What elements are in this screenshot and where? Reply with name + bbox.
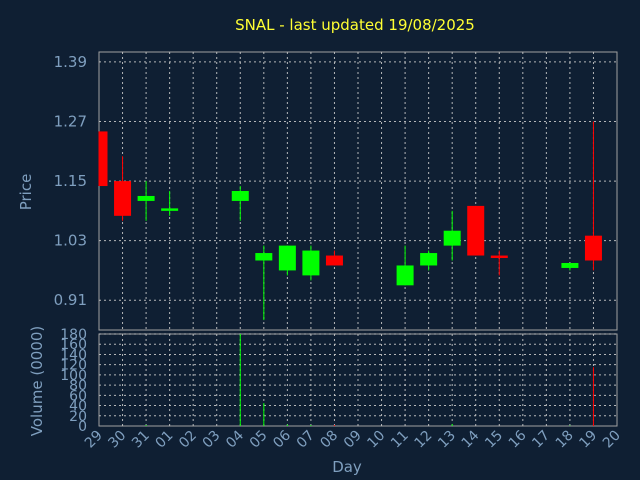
price-tick-label: 1.03 — [54, 232, 87, 250]
candle-body — [420, 253, 438, 266]
candle-body — [325, 255, 343, 266]
price-grid — [99, 61, 617, 301]
volume-tick-label: 160 — [60, 337, 87, 353]
x-tick-label: 01 — [153, 428, 177, 452]
x-tick-label: 07 — [294, 428, 318, 452]
chart-title: SNAL - last updated 19/08/2025 — [235, 16, 475, 34]
volume-tick-label: 180 — [60, 327, 87, 343]
x-tick-label: 06 — [270, 427, 294, 451]
price-tick-label: 1.27 — [54, 113, 87, 131]
candle-body — [161, 208, 179, 211]
x-tick-label: 16 — [506, 427, 530, 451]
volume-tick-label: 0 — [78, 419, 87, 435]
candles-layer — [98, 121, 602, 321]
x-tick-label: 19 — [576, 428, 600, 452]
candle-body — [114, 181, 132, 216]
x-tick-label: 17 — [529, 428, 553, 452]
x-tick-label: 31 — [129, 428, 153, 452]
price-tick-labels: 1.39 1.27 1.15 1.03 0.91 — [54, 53, 87, 309]
price-tick-label: 0.91 — [54, 291, 87, 309]
candle-body — [255, 253, 273, 261]
candle-body — [584, 235, 602, 261]
x-tick-labels: 29 30 31 01 02 03 04 05 06 07 08 09 10 11 12 13 14 15 16 17… — [82, 427, 624, 451]
volume-tick-label: 20 — [69, 409, 87, 425]
x-tick-label: 11 — [388, 428, 412, 452]
x-tick-label: 14 — [459, 427, 483, 451]
x-axis-label: Day — [332, 458, 362, 476]
price-axis-label: Price — [17, 174, 35, 211]
candle-body — [490, 255, 508, 259]
x-tick-label: 08 — [317, 428, 341, 452]
candle-body — [467, 205, 485, 256]
x-tick-label: 04 — [223, 427, 247, 451]
volume-axis-label: Volume (0000) — [28, 326, 46, 436]
candle-body — [302, 250, 320, 276]
volume-tick-label: 40 — [69, 399, 87, 415]
candle-body — [443, 230, 461, 246]
candle-body — [396, 265, 414, 286]
x-grid — [122, 52, 594, 426]
x-tick-label: 12 — [412, 428, 436, 452]
x-tick-label: 02 — [176, 428, 200, 452]
x-tick-label: 09 — [341, 428, 365, 452]
volume-tick-label: 80 — [69, 378, 87, 394]
x-tick-label: 18 — [553, 428, 577, 452]
volume-tick-label: 100 — [60, 368, 87, 384]
candle-body — [561, 262, 579, 268]
volume-tick-label: 60 — [69, 388, 87, 404]
x-tick-label: 10 — [364, 428, 388, 452]
x-tick-label: 13 — [435, 428, 459, 452]
candle-body — [137, 195, 155, 201]
x-tick-label: 05 — [247, 428, 271, 452]
x-tick-label: 30 — [105, 428, 129, 452]
volume-bars-layer — [145, 334, 594, 426]
x-tick-label: 20 — [600, 428, 624, 452]
price-tick-label: 1.39 — [54, 53, 87, 71]
candle-body — [231, 191, 249, 201]
x-tick-label: 15 — [482, 428, 506, 452]
volume-grid — [99, 333, 617, 417]
price-tick-label: 1.15 — [54, 172, 87, 190]
candle-body — [278, 245, 296, 271]
x-tick-label: 03 — [200, 428, 224, 452]
volume-tick-label: 120 — [60, 358, 87, 374]
candle-body — [99, 131, 108, 187]
volume-tick-label: 140 — [60, 347, 87, 363]
